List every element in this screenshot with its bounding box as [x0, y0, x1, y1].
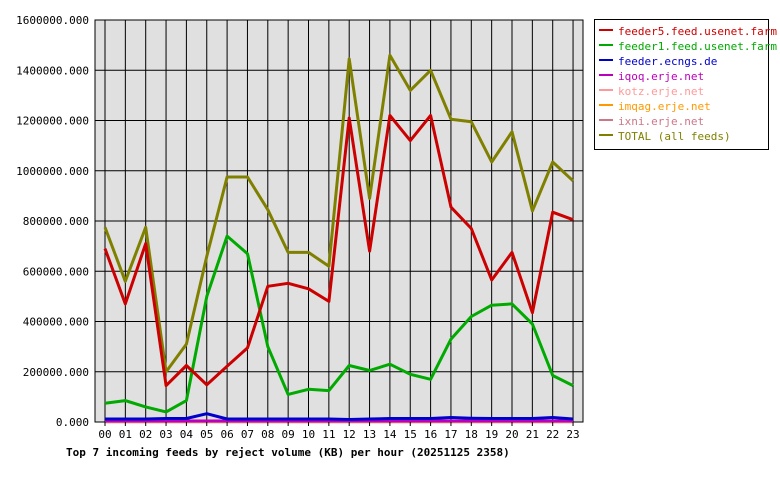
legend-label: ixni.erje.net	[618, 115, 705, 128]
series-line-1	[104, 234, 574, 414]
legend-item: feeder1.feed.usenet.farm	[599, 39, 777, 54]
x-tick-label: 11	[322, 428, 335, 441]
y-tick-label: 1200000.000	[16, 115, 89, 128]
legend-swatch	[599, 59, 613, 61]
legend-label: kotz.erje.net	[618, 85, 705, 98]
y-tick-label: 800000.000	[23, 215, 89, 228]
chart-title: Top 7 incoming feeds by reject volume (K…	[66, 446, 510, 459]
legend-label: feeder5.feed.usenet.farm	[618, 25, 777, 38]
x-tick-label: 23	[566, 428, 579, 441]
legend-label: iqoq.erje.net	[618, 70, 705, 83]
x-tick-label: 17	[444, 428, 457, 441]
y-axis-ticks: 0.000 200000.000 400000.000 600000.000 80000…	[16, 14, 89, 429]
x-tick-label: 05	[200, 428, 213, 441]
legend-label: feeder1.feed.usenet.farm	[618, 40, 777, 53]
x-tick-label: 10	[302, 428, 315, 441]
x-tick-label: 00	[98, 428, 111, 441]
legend-swatch	[599, 119, 613, 121]
x-tick-label: 22	[546, 428, 559, 441]
series-layer	[103, 53, 575, 424]
legend-item: feeder5.feed.usenet.farm	[599, 24, 777, 39]
series-line-0	[103, 114, 574, 388]
series-line-7	[103, 53, 575, 374]
legend-label: TOTAL (all feeds)	[618, 130, 731, 143]
y-tick-label: 600000.000	[23, 265, 89, 278]
series-line-2	[105, 412, 574, 421]
x-tick-label: 21	[526, 428, 539, 441]
legend-item: imqag.erje.net	[599, 99, 711, 114]
legend: feeder5.feed.usenet.farm feeder1.feed.use…	[594, 19, 777, 150]
x-tick-label: 09	[282, 428, 295, 441]
legend-label: feeder.ecngs.de	[618, 55, 718, 68]
x-tick-label: 06	[220, 428, 233, 441]
legend-swatch	[599, 89, 613, 91]
legend-swatch	[599, 44, 613, 46]
x-tick-label: 14	[383, 428, 397, 441]
y-tick-label: 1000000.000	[16, 165, 89, 178]
legend-swatch	[599, 29, 613, 31]
x-tick-label: 08	[261, 428, 274, 441]
legend-label: imqag.erje.net	[618, 100, 711, 113]
x-tick-label: 20	[505, 428, 518, 441]
legend-item: iqoq.erje.net	[599, 69, 704, 84]
legend-swatch	[599, 134, 613, 136]
x-tick-label: 02	[139, 428, 152, 441]
x-tick-label: 18	[465, 428, 478, 441]
legend-item: kotz.erje.net	[599, 84, 704, 99]
x-tick-label: 12	[343, 428, 356, 441]
legend-swatch	[599, 74, 613, 76]
y-tick-label: 400000.000	[23, 316, 89, 329]
legend-item: ixni.erje.net	[599, 114, 704, 129]
x-tick-label: 07	[241, 428, 254, 441]
y-tick-label: 1400000.000	[16, 64, 89, 77]
x-tick-label: 15	[404, 428, 417, 441]
x-tick-label: 03	[159, 428, 172, 441]
x-axis-ticks: 00 01 02 03 04 05 06 07 08 09 10 11 12 13 14 15 16 17 18 19…	[98, 422, 580, 441]
legend-item: feeder.ecngs.de	[599, 54, 717, 69]
y-tick-label: 0.000	[56, 416, 89, 429]
x-tick-label: 13	[363, 428, 376, 441]
legend-item: TOTAL (all feeds)	[599, 129, 731, 144]
y-tick-label: 200000.000	[23, 366, 89, 379]
x-tick-label: 16	[424, 428, 437, 441]
x-tick-label: 19	[485, 428, 498, 441]
y-tick-label: 1600000.000	[16, 14, 89, 27]
legend-swatch	[599, 104, 613, 106]
x-tick-label: 01	[119, 428, 132, 441]
x-tick-label: 04	[180, 428, 194, 441]
